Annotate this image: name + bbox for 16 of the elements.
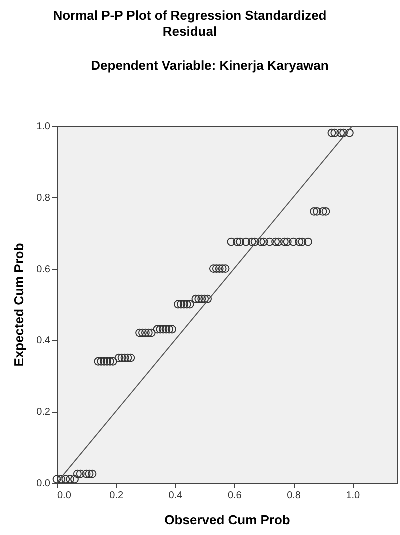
x-tick-label: 0.8	[287, 490, 302, 502]
y-tick-label: 0.0	[36, 478, 51, 490]
y-tick-label: 0.4	[36, 336, 51, 347]
x-axis-title: Observed Cum Prob	[164, 512, 290, 528]
chart-title: Normal P-P Plot of Regression Standardized Residual	[52, 8, 328, 40]
y-tick-label: 0.2	[36, 407, 51, 418]
x-tick-label: 1.0	[346, 490, 361, 502]
x-tick-label: 0.4	[168, 490, 184, 502]
x-tick-label: 0.0	[58, 490, 72, 502]
x-tick-label: 0.6	[228, 490, 242, 502]
y-axis-title: Expected Cum Prob	[12, 243, 27, 367]
y-tick-label: 1.0	[36, 122, 51, 132]
y-tick-label: 0.8	[36, 192, 51, 204]
y-tick-label: 0.6	[36, 264, 51, 276]
chart-subtitle: Dependent Variable: Kinerja Karyawan	[90, 58, 330, 73]
x-tick-label: 0.2	[110, 490, 124, 502]
